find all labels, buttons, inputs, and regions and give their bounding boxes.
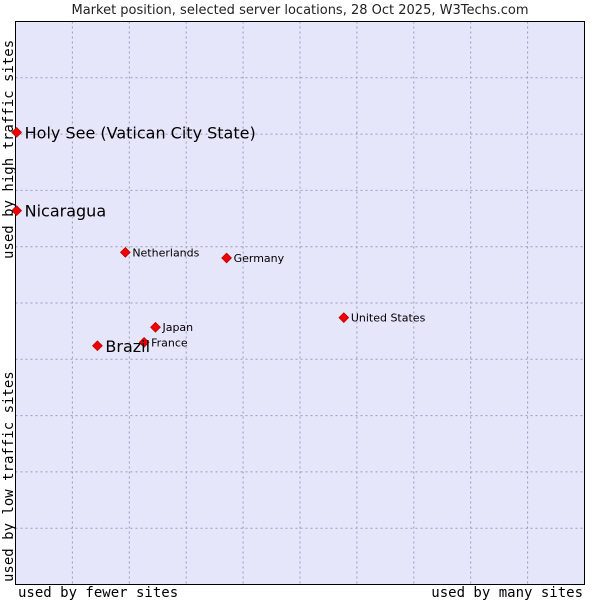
label-united-states: United States [351, 312, 426, 325]
label-japan: Japan [161, 321, 193, 334]
label-netherlands: Netherlands [132, 246, 199, 259]
marker-germany [221, 252, 232, 264]
label-germany: Germany [234, 252, 285, 265]
chart-title: Market position, selected server locatio… [71, 3, 528, 18]
y-axis-label-high: used by high traffic sites [1, 40, 17, 259]
marker-netherlands [119, 246, 131, 258]
data-points: Holy See (Vatican City State) Nicaragua Ne… [11, 123, 426, 356]
marker-france [138, 337, 150, 348]
x-axis-label-many: used by many sites [431, 585, 583, 600]
label-nicaragua: Nicaragua [25, 202, 107, 221]
label-france: France [151, 336, 188, 349]
plot-border [15, 21, 585, 585]
label-brazil: Brazil [105, 337, 150, 356]
marker-japan [150, 321, 161, 333]
marker-nicaragua [11, 205, 23, 217]
marker-united-states [338, 312, 350, 324]
grid-lines [15, 21, 585, 585]
x-axis-label-fewer: used by fewer sites [18, 585, 178, 600]
y-axis-label-low: used by low traffic sites [1, 371, 17, 582]
label-holy-see-vatican-city-state: Holy See (Vatican City State) [25, 123, 256, 142]
marker-brazil [92, 340, 103, 352]
marker-holy-see-vatican-city-state [11, 127, 23, 138]
